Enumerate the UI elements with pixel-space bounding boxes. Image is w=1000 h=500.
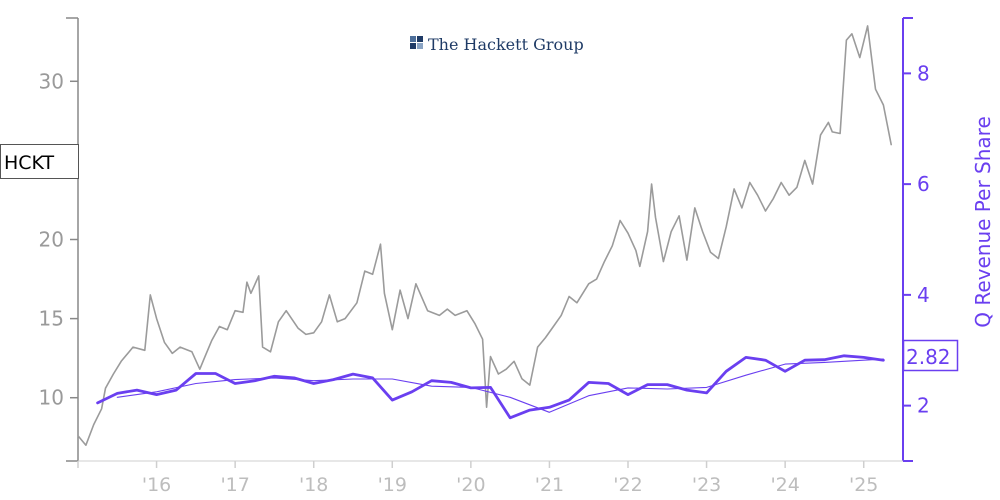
x-tick-label: '25 — [849, 474, 878, 496]
last-value-label: 2.82 — [906, 345, 951, 369]
logo-square-icon — [417, 36, 423, 42]
price-series-line — [77, 25, 892, 446]
last-value-badge: 2.82 — [902, 339, 959, 372]
last-value-box — [902, 339, 959, 372]
x-tick-label: '24 — [770, 474, 799, 496]
x-tick-label: '23 — [692, 474, 721, 496]
y-tick-right-label: 2 — [917, 394, 930, 418]
axes-group: 10 15 20 30 2 4 6 8 '16 '17 '18 '19 '20 '21 '22 '23 '24 '… — [39, 17, 930, 496]
logo-square-icon — [417, 43, 423, 49]
logo-square-icon — [410, 36, 416, 42]
ticker-box — [0, 144, 79, 179]
company-logo: The Hackett Group — [410, 35, 584, 54]
logo-square-icon — [410, 43, 416, 49]
y-tick-right-label: 6 — [917, 172, 930, 196]
x-tick-label: '21 — [535, 474, 564, 496]
y-tick-left-label: 10 — [39, 386, 64, 410]
company-name: The Hackett Group — [428, 35, 584, 54]
ticker-label: HCKT — [4, 152, 55, 174]
x-tick-label: '20 — [456, 474, 485, 496]
revenue-trend-line — [116, 358, 884, 413]
x-tick-label: '19 — [378, 474, 407, 496]
y-tick-left-label: 30 — [39, 69, 64, 93]
y-tick-right-label: 8 — [917, 61, 930, 85]
y-axis-right-label: Q Revenue Per Share — [971, 116, 995, 328]
x-tick-label: '17 — [220, 474, 249, 496]
x-tick-label: '18 — [299, 474, 328, 496]
series-group — [77, 25, 892, 446]
y-tick-right-label: 4 — [917, 283, 930, 307]
y-tick-left-label: 20 — [39, 228, 64, 252]
x-tick-label: '16 — [142, 474, 171, 496]
y-tick-left-label: 15 — [39, 307, 64, 331]
ticker-badge: HCKT — [0, 144, 79, 179]
x-tick-label: '22 — [613, 474, 642, 496]
